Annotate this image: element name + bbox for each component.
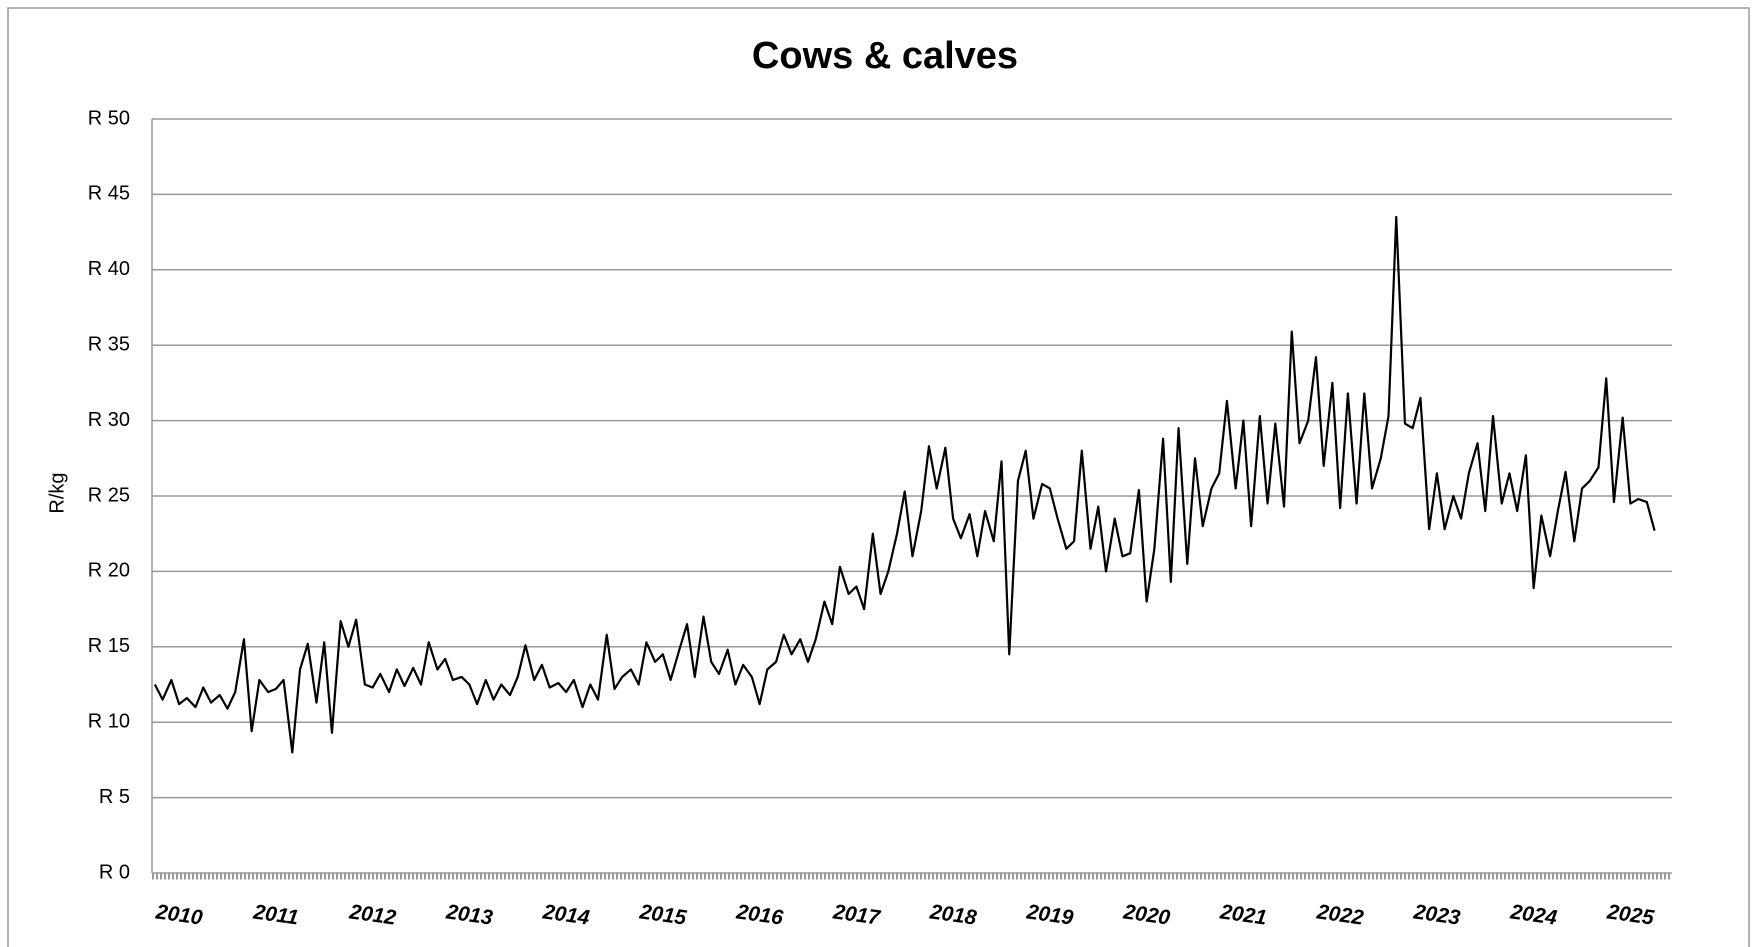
y-tick-label: R 10 <box>88 710 130 732</box>
chart-frame <box>7 7 1750 947</box>
data-line <box>153 215 1656 754</box>
y-axis-label: R/kg <box>46 472 68 513</box>
y-tick-label: R 40 <box>88 258 130 280</box>
y-tick-label: R 50 <box>88 107 130 129</box>
y-tick-label: R 45 <box>88 183 130 205</box>
chart-title: Cows & calves <box>752 35 1018 77</box>
y-tick-label: R 5 <box>99 786 130 808</box>
y-tick-label: R 0 <box>99 861 130 883</box>
y-tick-label: R 20 <box>88 560 130 582</box>
y-tick-label: R 30 <box>88 409 130 431</box>
y-tick-label: R 15 <box>88 635 130 657</box>
y-tick-label: R 25 <box>88 484 130 506</box>
y-tick-label: R 35 <box>88 333 130 355</box>
